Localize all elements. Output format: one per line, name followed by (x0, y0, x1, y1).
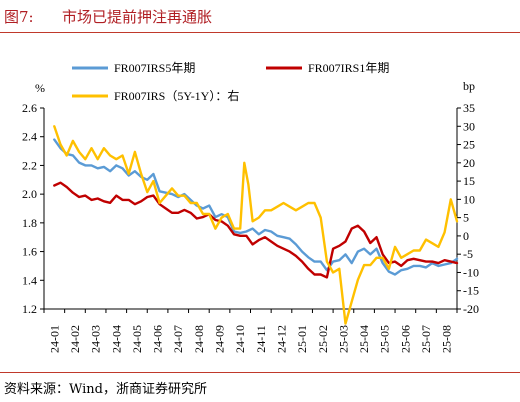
series-line-1 (53, 138, 459, 276)
x-tick-label: 25-03 (336, 325, 350, 353)
x-tick-label: 24-10 (233, 325, 247, 353)
chart-axes: % bp 1.2 1.4 1.6 1.8 2.0 2.2 2.4 2.6 35 30 25 20 15 10 5… (22, 79, 479, 353)
x-tick-label: 24-12 (274, 325, 288, 353)
x-tick-label: 24-09 (213, 325, 227, 353)
x-tick-label: 24-01 (47, 325, 61, 353)
legend-label-1: FR007IRS5年期 (114, 61, 195, 75)
y-right-tick-label: 35 (463, 101, 475, 115)
line-chart: FR007IRS5年期 FR007IRS1年期FR007IRS（5Y-1Y）：右 … (22, 61, 479, 353)
x-tick-label: 24-04 (109, 325, 123, 353)
figure-label: 图7: (4, 8, 34, 26)
y-left-tick-label: 1.8 (22, 216, 37, 230)
x-tick-label: 24-02 (68, 325, 82, 353)
y-left-tick-label: 1.6 (22, 245, 37, 259)
y-right-tick-label: 15 (463, 174, 475, 188)
y-left-tick-label: 1.2 (22, 302, 37, 316)
x-tick-label: 25-05 (378, 325, 392, 353)
y-right-tick-label: -10 (463, 265, 479, 279)
y-right-unit: bp (463, 79, 475, 93)
x-tick-label: 25-06 (398, 325, 412, 353)
plot-area (53, 125, 459, 325)
y-left-tick-label: 2.2 (22, 158, 37, 172)
y-left-tick-label: 2.0 (22, 187, 37, 201)
legend: FR007IRS5年期 FR007IRS1年期 FR007IRS（5Y-1Y）：右 (72, 61, 389, 103)
y-left-tick-label: 2.4 (22, 130, 37, 144)
x-tick-label: 24-05 (130, 325, 144, 353)
y-right-tick-label: -20 (463, 302, 479, 316)
y-right-tick-label: 20 (463, 156, 475, 170)
figure-source: 资料来源：Wind，浙商证券研究所 (4, 382, 207, 397)
legend-label-3: FR007IRS（5Y-1Y）：右 (114, 88, 239, 103)
footer-rule (0, 372, 520, 373)
x-tick-label: 25-02 (316, 325, 330, 353)
y-right-tick-label: 0 (463, 229, 469, 243)
x-tick-label: 24-03 (89, 325, 103, 353)
y-left-tick-label: 1.4 (22, 273, 37, 287)
y-right-tick-label: 25 (463, 138, 475, 152)
x-tick-label: 25-07 (419, 325, 433, 353)
series-line-3 (53, 125, 459, 325)
y-right-tick-label: 10 (463, 192, 475, 206)
figure-header: 图7: 市场已提前押注再通胀 (0, 0, 520, 34)
y-right-tick-label: 30 (463, 119, 475, 133)
x-tick-label: 25-04 (357, 325, 371, 353)
header-rule (0, 32, 520, 33)
x-tick-label: 25-01 (295, 325, 309, 353)
x-tick-label: 24-07 (171, 325, 185, 353)
y-right-tick-label: -15 (463, 284, 479, 298)
x-tick-label: 24-08 (192, 325, 206, 353)
x-tick-label: 25-08 (440, 325, 454, 353)
y-left-unit: % (35, 81, 45, 95)
figure-title: 市场已提前押注再通胀 (62, 8, 213, 26)
legend-label-2: FR007IRS1年期 (308, 61, 389, 75)
y-left-tick-label: 2.6 (22, 101, 37, 115)
x-tick-label: 24-11 (254, 325, 268, 353)
x-tick-label: 24-06 (151, 325, 165, 353)
y-right-tick-label: -5 (463, 247, 473, 261)
y-right-tick-label: 5 (463, 211, 469, 225)
